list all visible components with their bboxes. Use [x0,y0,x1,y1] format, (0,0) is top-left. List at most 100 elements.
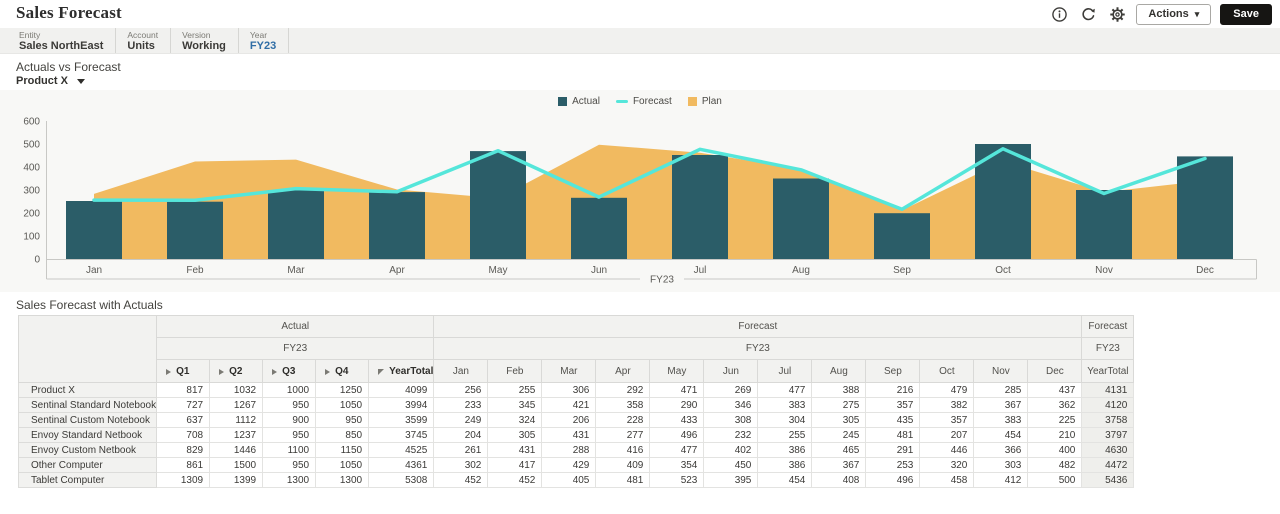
legend-item-plan[interactable]: Plan [687,96,722,107]
forecast-cell[interactable]: 253 [865,457,921,473]
actual-cell[interactable]: 1250 [315,382,370,398]
forecast-cell[interactable]: 431 [487,442,543,458]
forecast-cell[interactable]: 308 [703,412,759,428]
forecast-cell[interactable]: 450 [703,457,759,473]
column-header-q4[interactable]: Q4 [315,359,370,383]
forecast-cell[interactable]: 452 [433,472,489,488]
actual-cell[interactable]: 950 [315,412,370,428]
forecast-cell[interactable]: 481 [595,472,651,488]
forecast-cell[interactable]: 416 [595,442,651,458]
actual-cell[interactable]: 3599 [368,412,435,428]
actual-cell[interactable]: 1100 [262,442,317,458]
actual-cell[interactable]: 1032 [209,382,264,398]
forecast-cell[interactable]: 402 [703,442,759,458]
actions-button[interactable]: Actions ▾ [1136,3,1212,25]
forecast-cell[interactable]: 465 [811,442,867,458]
forecast-cell[interactable]: 291 [865,442,921,458]
actual-cell[interactable]: 900 [262,412,317,428]
actual-cell[interactable]: 1050 [315,397,370,413]
forecast-cell[interactable]: 346 [703,397,759,413]
actual-cell[interactable]: 950 [262,397,317,413]
pov-member-value[interactable]: Sales NorthEast [19,40,104,52]
forecast-cell[interactable]: 366 [973,442,1029,458]
forecast-cell[interactable]: 357 [919,412,975,428]
column-header-q2[interactable]: Q2 [209,359,264,383]
yeartotal-cell[interactable]: 3758 [1081,412,1135,428]
forecast-cell[interactable]: 400 [1027,442,1083,458]
forecast-cell[interactable]: 367 [973,397,1029,413]
actual-cell[interactable]: 950 [262,457,317,473]
forecast-cell[interactable]: 431 [541,427,597,443]
actual-cell[interactable]: 3745 [368,427,435,443]
forecast-cell[interactable]: 500 [1027,472,1083,488]
actual-cell[interactable]: 861 [156,457,211,473]
forecast-cell[interactable]: 324 [487,412,543,428]
forecast-cell[interactable]: 207 [919,427,975,443]
actual-cell[interactable]: 1267 [209,397,264,413]
forecast-cell[interactable]: 204 [433,427,489,443]
forecast-cell[interactable]: 306 [541,382,597,398]
forecast-cell[interactable]: 395 [703,472,759,488]
forecast-cell[interactable]: 245 [811,427,867,443]
forecast-cell[interactable]: 303 [973,457,1029,473]
actual-cell[interactable]: 817 [156,382,211,398]
column-header-q1[interactable]: Q1 [156,359,211,383]
forecast-cell[interactable]: 454 [973,427,1029,443]
forecast-cell[interactable]: 354 [649,457,705,473]
forecast-cell[interactable]: 304 [757,412,813,428]
yeartotal-cell[interactable]: 4120 [1081,397,1135,413]
actual-cell[interactable]: 1500 [209,457,264,473]
forecast-cell[interactable]: 290 [649,397,705,413]
forecast-cell[interactable]: 206 [541,412,597,428]
forecast-cell[interactable]: 477 [649,442,705,458]
legend-item-forecast[interactable]: Forecast [615,96,672,107]
column-header-q3[interactable]: Q3 [262,359,317,383]
forecast-cell[interactable]: 405 [541,472,597,488]
forecast-cell[interactable]: 357 [865,397,921,413]
forecast-cell[interactable]: 496 [649,427,705,443]
actual-cell[interactable]: 829 [156,442,211,458]
yeartotal-cell[interactable]: 5436 [1081,472,1135,488]
forecast-cell[interactable]: 292 [595,382,651,398]
forecast-cell[interactable]: 216 [865,382,921,398]
info-icon[interactable] [1049,4,1069,24]
forecast-cell[interactable]: 496 [865,472,921,488]
forecast-cell[interactable]: 412 [973,472,1029,488]
yeartotal-cell[interactable]: 4131 [1081,382,1135,398]
forecast-cell[interactable]: 452 [487,472,543,488]
actual-cell[interactable]: 1300 [315,472,370,488]
forecast-cell[interactable]: 482 [1027,457,1083,473]
forecast-cell[interactable]: 386 [757,457,813,473]
forecast-cell[interactable]: 288 [541,442,597,458]
actual-cell[interactable]: 1112 [209,412,264,428]
forecast-cell[interactable]: 210 [1027,427,1083,443]
yeartotal-cell[interactable]: 3797 [1081,427,1135,443]
actual-cell[interactable]: 1150 [315,442,370,458]
actual-cell[interactable]: 4525 [368,442,435,458]
forecast-cell[interactable]: 367 [811,457,867,473]
forecast-cell[interactable]: 228 [595,412,651,428]
forecast-cell[interactable]: 417 [487,457,543,473]
forecast-cell[interactable]: 302 [433,457,489,473]
forecast-cell[interactable]: 408 [811,472,867,488]
actual-cell[interactable]: 4099 [368,382,435,398]
forecast-cell[interactable]: 249 [433,412,489,428]
forecast-cell[interactable]: 275 [811,397,867,413]
forecast-cell[interactable]: 421 [541,397,597,413]
actual-cell[interactable]: 850 [315,427,370,443]
forecast-cell[interactable]: 409 [595,457,651,473]
actual-cell[interactable]: 1050 [315,457,370,473]
forecast-cell[interactable]: 358 [595,397,651,413]
pov-member-value[interactable]: Units [127,40,155,52]
forecast-cell[interactable]: 523 [649,472,705,488]
forecast-cell[interactable]: 255 [757,427,813,443]
forecast-cell[interactable]: 471 [649,382,705,398]
forecast-cell[interactable]: 305 [811,412,867,428]
forecast-cell[interactable]: 382 [919,397,975,413]
actual-cell[interactable]: 727 [156,397,211,413]
product-dropdown[interactable]: Product X [16,75,85,87]
legend-item-actual[interactable]: Actual [558,96,600,107]
actual-cell[interactable]: 1000 [262,382,317,398]
forecast-cell[interactable]: 277 [595,427,651,443]
forecast-cell[interactable]: 285 [973,382,1029,398]
